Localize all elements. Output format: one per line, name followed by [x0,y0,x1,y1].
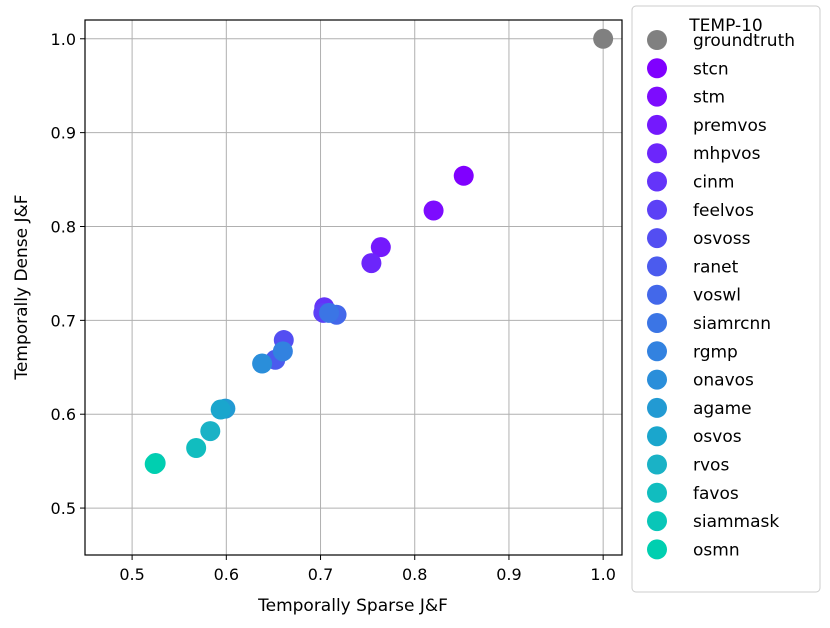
legend-marker-voswl [647,284,667,305]
legend-label-siamrcnn: siamrcnn [693,314,771,334]
legend-label-rgmp: rgmp [693,342,738,362]
legend-label-osvoss: osvoss [693,229,751,249]
legend-marker-ranet [647,256,667,277]
grid-lines [85,20,622,555]
legend-label-osmn: osmn [693,540,740,560]
x-axis-label: Temporally Sparse J&F [257,596,448,616]
legend-label-rvos: rvos [693,456,729,476]
legend-marker-rvos [647,454,667,475]
legend-marker-premvos [647,114,667,135]
legend-items: groundtruth stcn stm premvos mhpvos cinm feelv… [647,30,795,560]
y-tick-label: 0.5 [51,499,76,518]
legend-marker-feelvos [647,199,667,220]
legend-label-cinm: cinm [693,173,734,193]
legend-marker-mhpvos [647,143,667,164]
point-mhpvos [361,253,382,274]
legend-label-osvos: osvos [693,427,742,447]
point-rvos [200,421,221,442]
point-rgmp [272,341,293,362]
point-premvos [370,237,391,258]
legend-label-mhpvos: mhpvos [693,144,761,164]
legend-marker-stm [647,86,667,107]
x-tick-label: 0.6 [214,565,239,584]
legend-label-voswl: voswl [693,286,741,306]
legend-label-stm: stm [693,88,725,108]
x-axis-ticks: 0.5 0.6 0.7 0.8 0.9 1.0 [119,555,616,584]
point-osmn [144,453,165,474]
point-osvos [210,399,231,420]
x-tick-label: 0.5 [119,565,144,584]
legend-marker-groundtruth [647,30,667,50]
y-tick-label: 0.7 [51,311,76,330]
legend-marker-rgmp [647,341,667,362]
x-tick-label: 0.8 [402,565,427,584]
x-tick-label: 0.9 [496,565,521,584]
point-siamrcnn [319,302,340,323]
legend-label-stcn: stcn [693,59,729,79]
legend-marker-siamrcnn [647,313,667,333]
legend-box [631,5,821,593]
legend-label-premvos: premvos [693,116,767,136]
x-tick-label: 0.7 [308,565,333,584]
legend-label-ranet: ranet [693,257,739,277]
y-tick-label: 0.9 [51,124,76,143]
y-tick-label: 0.8 [51,217,76,236]
legend-label-favos: favos [693,484,739,504]
point-stm [423,200,444,221]
legend: TEMP-10 groundtruth stcn stm premvos mhpvos c… [631,5,821,593]
point-groundtruth [593,28,614,49]
plot-frame [84,19,623,556]
data-points [144,28,614,474]
legend-marker-cinm [647,171,667,192]
legend-marker-agame [647,397,667,418]
legend-label-siammask: siammask [693,512,779,532]
point-stcn [453,165,474,186]
y-tick-label: 0.6 [51,405,76,424]
legend-marker-stcn [647,58,667,79]
legend-marker-siammask [647,511,667,532]
legend-title: TEMP-10 [688,16,762,36]
x-tick-label: 1.0 [590,565,615,584]
y-axis-ticks: 0.5 0.6 0.7 0.8 0.9 1.0 [51,30,85,518]
y-axis-label: Temporally Dense J&F [12,194,32,380]
legend-marker-osvoss [647,228,667,249]
legend-marker-onavos [647,369,667,390]
legend-marker-favos [647,482,667,503]
legend-label-agame: agame [693,399,752,419]
point-favos [186,438,207,458]
legend-label-feelvos: feelvos [693,201,754,221]
point-onavos [252,353,273,374]
legend-marker-osmn [647,539,667,560]
legend-label-onavos: onavos [693,371,754,391]
legend-marker-osvos [647,426,667,447]
y-tick-label: 1.0 [51,30,76,49]
legend-label-groundtruth: groundtruth [693,31,795,51]
